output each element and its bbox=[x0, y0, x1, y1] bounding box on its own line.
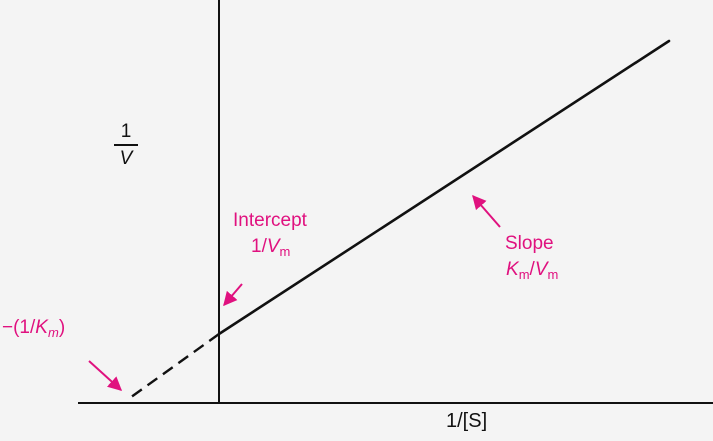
slope-num-var: K bbox=[506, 259, 519, 280]
slope-arrow bbox=[472, 194, 501, 228]
intercept-value-sub: m bbox=[279, 244, 291, 259]
x-intercept-var: K bbox=[35, 317, 48, 338]
intercept-value-var: V bbox=[266, 236, 280, 257]
fraction-bar bbox=[114, 144, 138, 146]
slope-title: Slope bbox=[505, 233, 554, 254]
x-intercept-sub: m bbox=[47, 325, 59, 340]
y-axis-label-numerator: 1 bbox=[120, 121, 132, 142]
intercept-arrow bbox=[223, 283, 243, 307]
slope-num-sub: m bbox=[518, 267, 530, 282]
intercept-title: Intercept bbox=[233, 210, 307, 231]
x-intercept-label: −(1/Km) bbox=[2, 317, 66, 340]
reciprocal-plot-line bbox=[217, 39, 671, 336]
y-axis-label: 1 V bbox=[114, 122, 138, 168]
y-axis-label-denominator: V bbox=[119, 148, 133, 169]
extrapolation-dashed-line bbox=[126, 333, 220, 401]
intercept-value-prefix: 1/ bbox=[251, 236, 267, 257]
intercept-value: 1/Vm bbox=[251, 236, 291, 259]
slope-den-sub: m bbox=[547, 267, 559, 282]
slope-sep: / bbox=[529, 259, 535, 280]
slope-den-var: V bbox=[534, 259, 548, 280]
x-intercept-suffix: ) bbox=[58, 317, 66, 338]
x-axis-label: 1/[S] bbox=[446, 410, 488, 432]
x-intercept-prefix: −(1/ bbox=[2, 317, 36, 338]
x-intercept-arrow bbox=[88, 360, 123, 391]
slope-value: Km/Vm bbox=[506, 259, 559, 282]
